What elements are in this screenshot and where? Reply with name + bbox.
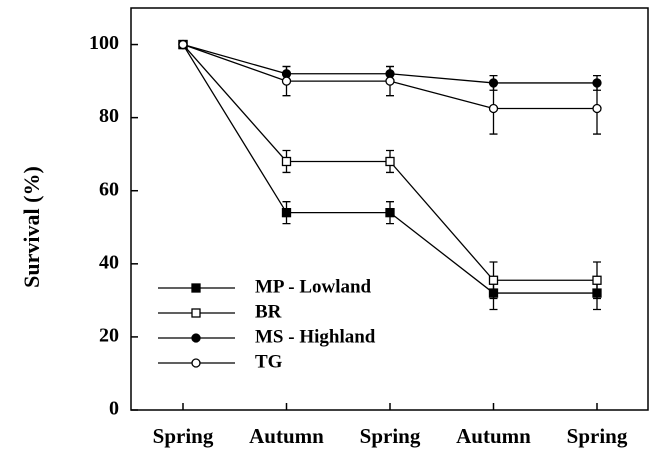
x-tick-label: Autumn (456, 424, 531, 448)
legend-marker (191, 333, 201, 343)
marker (385, 208, 395, 218)
marker (281, 208, 292, 218)
marker (592, 103, 602, 114)
marker (281, 76, 292, 86)
y-tick-label: 100 (89, 32, 119, 54)
y-tick-label: 80 (99, 105, 119, 127)
legend-marker (191, 308, 201, 318)
x-tick-label: Spring (153, 424, 214, 448)
marker (488, 275, 499, 285)
marker (385, 76, 395, 86)
x-tick-label: Spring (360, 424, 421, 448)
legend-label: BR (255, 301, 282, 322)
legend-label: TG (255, 351, 283, 372)
legend-marker (191, 283, 201, 293)
marker (385, 156, 395, 167)
y-tick-label: 0 (109, 398, 119, 420)
y-tick-label: 40 (99, 251, 119, 273)
legend-label: MP - Lowland (255, 276, 372, 297)
y-axis-label: Survival (%) (19, 166, 44, 288)
x-tick-label: Autumn (249, 424, 324, 448)
marker (178, 39, 188, 50)
y-tick-label: 20 (99, 325, 119, 347)
marker (281, 156, 292, 167)
legend-marker (191, 358, 201, 368)
marker (592, 275, 602, 285)
marker (488, 103, 499, 114)
y-tick-label: 60 (99, 178, 119, 200)
x-tick-label: Spring (567, 424, 628, 448)
legend-label: MS - Highland (255, 326, 376, 347)
